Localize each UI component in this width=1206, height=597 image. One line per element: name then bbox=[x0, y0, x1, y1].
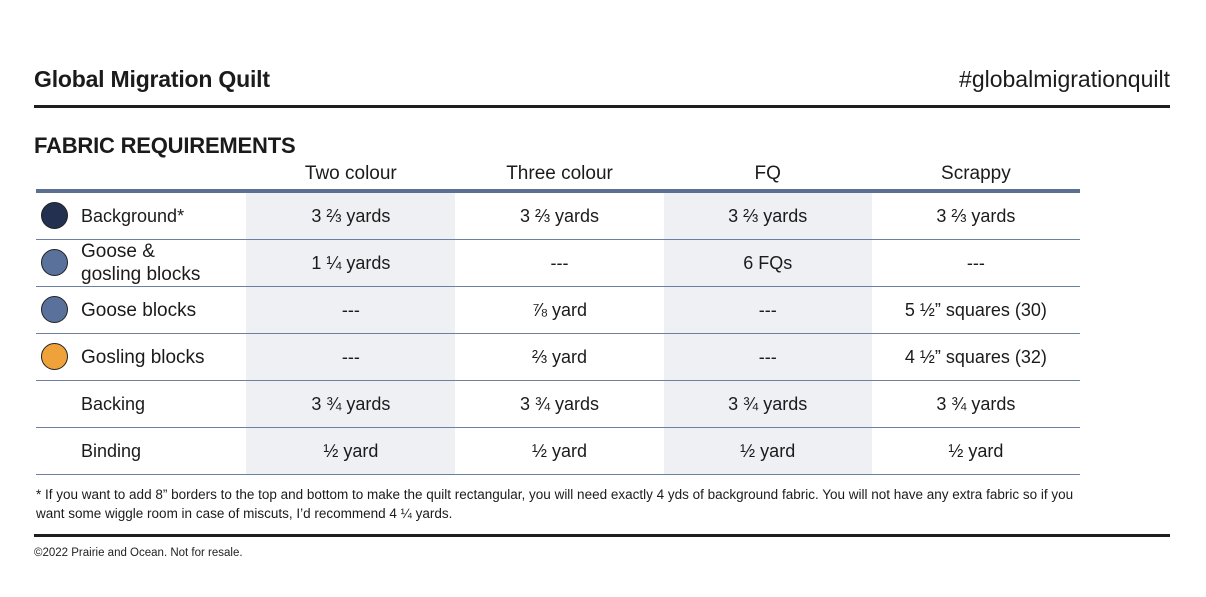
bottom-divider bbox=[34, 534, 1170, 537]
fabric-label: Backing bbox=[81, 394, 146, 414]
table-cell: 3 ⅔ yards bbox=[246, 191, 456, 240]
table-cell: 4 ½” squares (32) bbox=[871, 333, 1080, 381]
column-header-fabric bbox=[36, 158, 247, 193]
table-cell: ⅞ yard bbox=[455, 286, 664, 334]
fabric-label: Goose blocks bbox=[81, 299, 197, 321]
copyright: ©2022 Prairie and Ocean. Not for resale. bbox=[34, 547, 243, 559]
table-cell: 3 ⅔ yards bbox=[663, 191, 872, 240]
table-header-row: Two colour Three colour FQ Scrappy bbox=[36, 158, 1080, 193]
table-cell: 3 ⅔ yards bbox=[871, 191, 1080, 240]
table-cell: 1 ¼ yards bbox=[246, 239, 456, 287]
table-cell: 3 ⅔ yards bbox=[455, 191, 664, 240]
fabric-label: Gosling blocks bbox=[81, 346, 205, 368]
top-divider bbox=[34, 105, 1170, 108]
table-cell: --- bbox=[871, 239, 1080, 287]
fabric-cell: Gosling blocks bbox=[36, 333, 247, 381]
table-row: Gosling blocks --- ⅔ yard --- 4 ½” squar… bbox=[36, 333, 1080, 381]
fabric-label: Background* bbox=[81, 206, 185, 226]
footnote: * If you want to add 8” borders to the t… bbox=[36, 487, 1074, 521]
table-row: Binding ½ yard ½ yard ½ yard ½ yard bbox=[36, 427, 1080, 475]
page-title: Global Migration Quilt bbox=[34, 66, 270, 92]
table-cell: 3 ¾ yards bbox=[663, 380, 872, 428]
table-cell: --- bbox=[663, 286, 872, 334]
goose-swatch-icon bbox=[41, 296, 68, 323]
table-cell: --- bbox=[663, 333, 872, 381]
table-cell: --- bbox=[455, 239, 664, 287]
table-cell: ½ yard bbox=[455, 427, 664, 475]
fabric-cell: Backing bbox=[36, 380, 247, 428]
fabric-requirements-table: Two colour Three colour FQ Scrappy Backg… bbox=[36, 158, 1080, 475]
column-header-three-colour: Three colour bbox=[455, 158, 664, 193]
fabric-label: Goose & gosling blocks bbox=[81, 241, 201, 285]
table-cell: ½ yard bbox=[871, 427, 1080, 475]
table-row: Goose blocks --- ⅞ yard --- 5 ½” squares… bbox=[36, 286, 1080, 334]
table-row: Backing 3 ¾ yards 3 ¾ yards 3 ¾ yards 3 … bbox=[36, 380, 1080, 428]
fabric-cell: Goose blocks bbox=[36, 286, 247, 334]
table-cell: 6 FQs bbox=[663, 239, 872, 287]
table-row: Goose & gosling blocks 1 ¼ yards --- 6 FQ… bbox=[36, 239, 1080, 287]
table-cell: --- bbox=[246, 286, 456, 334]
background-swatch-icon bbox=[41, 202, 68, 229]
fabric-cell: Background* bbox=[36, 191, 247, 240]
table-cell: ½ yard bbox=[663, 427, 872, 475]
hashtag: #globalmigrationquilt bbox=[959, 66, 1170, 92]
page-header: Global Migration Quilt #globalmigrationq… bbox=[34, 64, 1170, 96]
goose-gosling-swatch-icon bbox=[41, 249, 68, 276]
table-cell: ½ yard bbox=[246, 427, 456, 475]
gosling-swatch-icon bbox=[41, 343, 68, 370]
column-header-two-colour: Two colour bbox=[246, 158, 456, 193]
table-cell: --- bbox=[246, 333, 456, 381]
table-cell: 3 ¾ yards bbox=[455, 380, 664, 428]
column-header-scrappy: Scrappy bbox=[871, 158, 1080, 193]
table-cell: 3 ¾ yards bbox=[871, 380, 1080, 428]
fabric-cell: Binding bbox=[36, 427, 247, 475]
section-title: FABRIC REQUIREMENTS bbox=[34, 133, 296, 158]
table-cell: 5 ½” squares (30) bbox=[871, 286, 1080, 334]
table-cell: 3 ¾ yards bbox=[246, 380, 456, 428]
fabric-cell: Goose & gosling blocks bbox=[36, 239, 247, 287]
table-row: Background* 3 ⅔ yards 3 ⅔ yards 3 ⅔ yard… bbox=[36, 191, 1080, 240]
table-cell: ⅔ yard bbox=[455, 333, 664, 381]
column-header-fq: FQ bbox=[663, 158, 872, 193]
fabric-label: Binding bbox=[81, 441, 142, 461]
